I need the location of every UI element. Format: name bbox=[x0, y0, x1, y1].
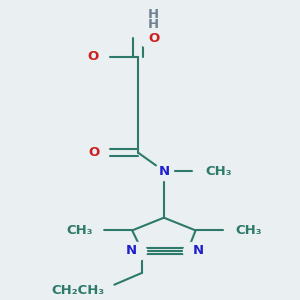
Text: H: H bbox=[148, 18, 159, 31]
Text: CH₃: CH₃ bbox=[206, 164, 232, 178]
Text: O: O bbox=[88, 146, 99, 159]
Text: CH₃: CH₃ bbox=[235, 224, 262, 237]
Text: H: H bbox=[148, 8, 159, 21]
Text: N: N bbox=[158, 164, 169, 178]
Text: O: O bbox=[87, 50, 98, 63]
Text: CH₂CH₃: CH₂CH₃ bbox=[51, 284, 104, 297]
Text: N: N bbox=[126, 244, 137, 257]
Text: CH₃: CH₃ bbox=[66, 224, 92, 237]
Text: N: N bbox=[192, 244, 203, 257]
Text: O: O bbox=[148, 32, 159, 45]
